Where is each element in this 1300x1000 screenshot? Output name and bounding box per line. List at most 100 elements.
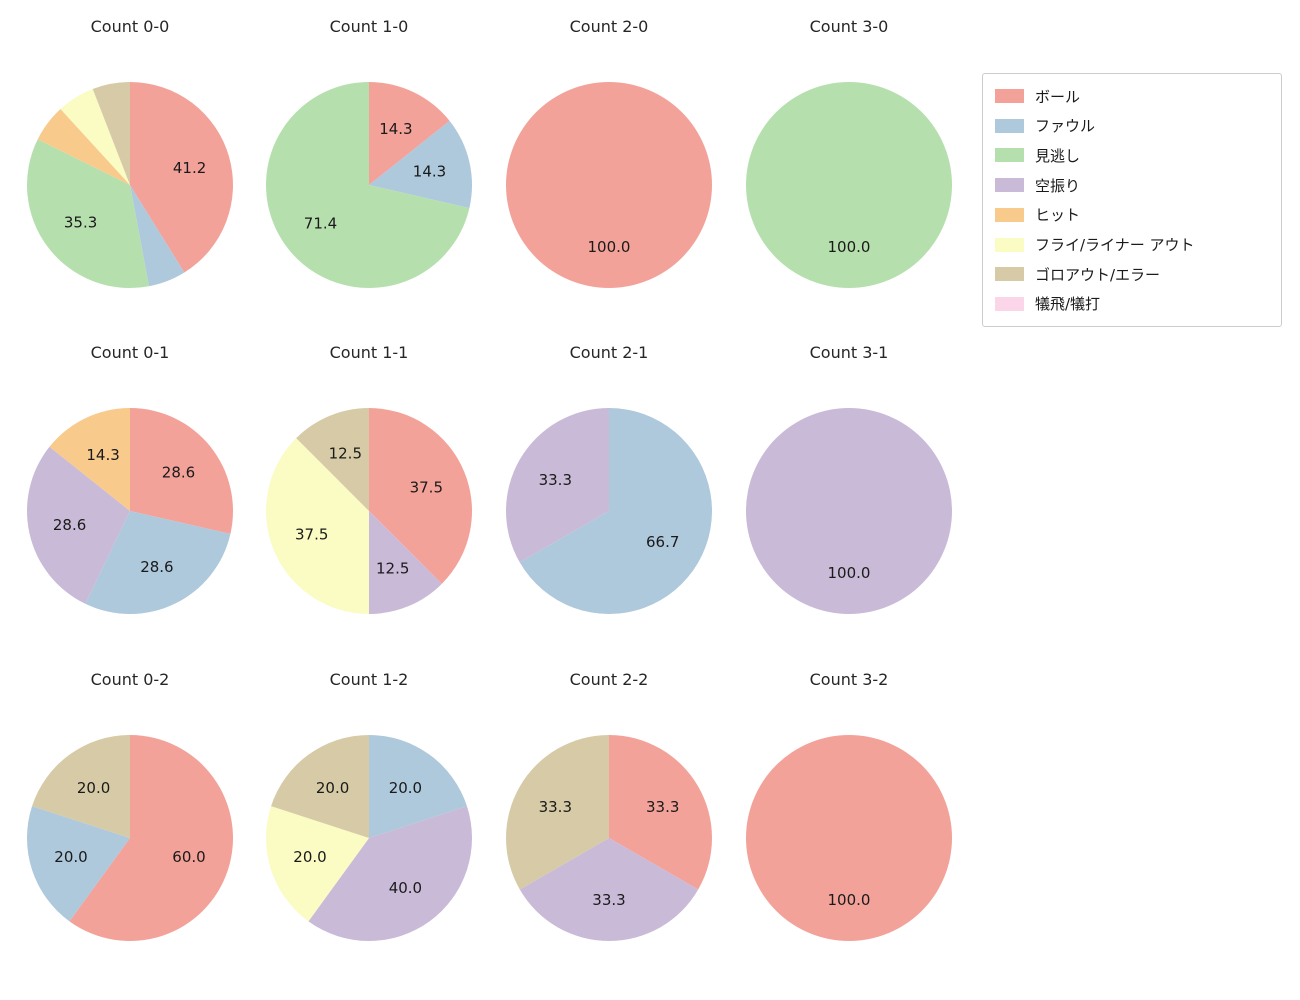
slice-label: 12.5 xyxy=(329,445,362,463)
chart-cell: Count 1-1 37.5 12.5 37.5 12.5 xyxy=(249,323,489,649)
pie-chart: 28.6 28.6 28.6 14.3 xyxy=(26,408,234,615)
slice-label: 28.6 xyxy=(162,463,195,481)
pie-chart: 14.3 14.3 71.4 xyxy=(266,82,473,288)
chart-cell: Count 2-0 100.0 xyxy=(489,0,729,323)
chart-title: Count 3-2 xyxy=(809,670,889,689)
pie-slice xyxy=(92,82,130,185)
slice-label: 66.7 xyxy=(646,533,679,551)
pie-slice xyxy=(506,408,609,563)
slice-label: 33.3 xyxy=(539,471,572,489)
chart-cell: Count 0-0 41.2 35.3 xyxy=(10,0,250,323)
pie-slice xyxy=(32,735,130,838)
slice-label: 20.0 xyxy=(293,848,326,866)
legend-item: ヒット xyxy=(995,201,1269,229)
chart-title: Count 1-2 xyxy=(329,670,409,689)
pie-slice xyxy=(266,438,369,614)
slice-label: 35.3 xyxy=(64,213,97,231)
slice-label: 40.0 xyxy=(389,879,422,897)
legend-label: ボール xyxy=(1035,87,1081,106)
chart-title: Count 0-0 xyxy=(90,17,170,36)
slice-label: 28.6 xyxy=(140,558,173,576)
legend-label: 犠飛/犠打 xyxy=(1035,295,1101,314)
slice-label: 14.3 xyxy=(86,446,119,464)
pie-slice xyxy=(296,408,369,511)
legend-label: ゴロアウト/エラー xyxy=(1035,265,1161,284)
pie-chart: 41.2 35.3 xyxy=(27,82,233,288)
slice-label: 100.0 xyxy=(828,238,871,256)
chart-cell: Count 3-0 100.0 xyxy=(729,0,969,323)
legend-item: 見逃し xyxy=(995,141,1269,169)
chart-cell: Count 0-1 28.6 28.6 28.6 14.3 xyxy=(10,323,250,649)
chart-cell: Count 2-1 66.7 33.3 xyxy=(489,323,729,649)
pie-chart: 37.5 12.5 37.5 12.5 xyxy=(266,408,472,614)
pie-chart: 20.0 40.0 20.0 20.0 xyxy=(265,735,473,942)
chart-cell: Count 2-2 33.3 33.3 33.3 xyxy=(489,650,729,976)
chart-cell: Count 0-2 60.0 20.0 20.0 xyxy=(10,650,250,976)
slice-label: 100.0 xyxy=(828,891,871,909)
legend-swatch-foul xyxy=(995,118,1024,133)
slice-label: 41.2 xyxy=(173,159,206,177)
pie-chart: 100.0 xyxy=(746,408,952,614)
pie-slice xyxy=(130,185,185,287)
slice-label: 14.3 xyxy=(379,120,412,138)
slice-label: 12.5 xyxy=(376,559,409,577)
slice-label: 20.0 xyxy=(389,779,422,797)
slice-label: 37.5 xyxy=(410,478,443,496)
chart-title: Count 1-0 xyxy=(329,17,409,36)
pie-slice xyxy=(369,408,472,584)
pie-slice xyxy=(506,82,712,288)
chart-title: Count 0-1 xyxy=(90,343,170,362)
legend-item: ボール xyxy=(995,82,1269,110)
pie-slice xyxy=(69,735,234,941)
chart-cell: Count 1-2 20.0 40.0 20.0 20.0 xyxy=(249,650,489,976)
slice-label: 28.6 xyxy=(53,516,86,534)
legend-item: ゴロアウト/エラー xyxy=(995,260,1269,288)
chart-cell: Count 3-1 100.0 xyxy=(729,323,969,649)
legend-label: フライ/ライナー アウト xyxy=(1035,236,1195,255)
slice-label: 20.0 xyxy=(54,848,87,866)
pie-slice xyxy=(308,806,473,942)
pie-chart: 66.7 33.3 xyxy=(506,408,713,614)
pie-chart: 33.3 33.3 33.3 xyxy=(506,735,712,941)
pie-slice xyxy=(37,108,131,185)
slice-label: 20.0 xyxy=(77,779,110,797)
legend-swatch-ground_out_error xyxy=(995,267,1024,282)
chart-title: Count 3-0 xyxy=(809,17,889,36)
legend-label: ヒット xyxy=(1035,206,1081,225)
slice-label: 33.3 xyxy=(592,891,625,909)
chart-title: Count 2-1 xyxy=(569,343,649,362)
pie-slice xyxy=(27,139,149,288)
pie-slice xyxy=(85,511,231,615)
legend-swatch-swinging_strike xyxy=(995,178,1024,193)
pie-slice xyxy=(49,408,130,511)
legend-item: フライ/ライナー アウト xyxy=(995,231,1269,259)
legend-swatch-ball xyxy=(995,89,1024,103)
pie-slice xyxy=(369,735,467,838)
slice-label: 33.3 xyxy=(539,798,572,816)
chart-title: Count 0-2 xyxy=(90,670,170,689)
pie-slice xyxy=(130,408,234,534)
pie-slice xyxy=(519,838,699,941)
pie-slice xyxy=(369,120,473,209)
pie-slice xyxy=(271,735,369,838)
slice-label: 71.4 xyxy=(304,215,337,233)
legend: ボールファウル見逃し空振りヒットフライ/ライナー アウト ゴロアウト/エラー 犠飛/… xyxy=(982,73,1282,327)
legend-item: 空振り xyxy=(995,171,1269,199)
pie-slice xyxy=(519,408,713,614)
pie-slice xyxy=(26,446,130,604)
pie-slice xyxy=(60,88,130,185)
pie-slice xyxy=(26,806,130,922)
chart-cell: Count 3-2 100.0 xyxy=(729,650,969,976)
pie-slice xyxy=(265,806,369,922)
pie-chart: 100.0 xyxy=(746,82,952,288)
slice-label: 20.0 xyxy=(316,779,349,797)
pie-slice xyxy=(746,82,952,288)
legend-swatch-hit xyxy=(995,207,1024,222)
legend-swatch-sac_fly_bunt xyxy=(995,296,1024,311)
pie-slice xyxy=(746,408,952,614)
legend-label: 見逃し xyxy=(1035,146,1081,165)
legend-label: ファウル xyxy=(1035,117,1096,136)
slice-label: 60.0 xyxy=(172,848,205,866)
